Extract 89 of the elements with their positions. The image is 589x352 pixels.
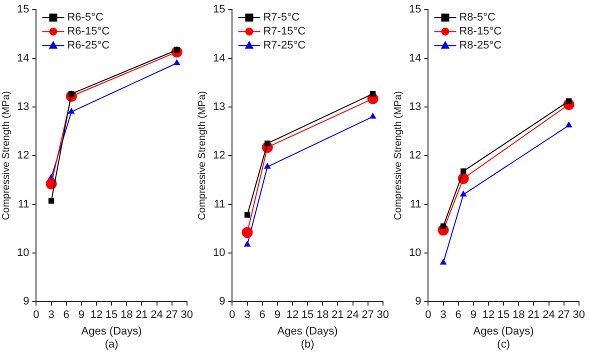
legend-label: R8-15°C xyxy=(459,26,502,38)
y-tick-label: 11 xyxy=(214,198,226,210)
y-tick-label: 11 xyxy=(18,198,30,210)
x-axis-title: Ages (Days) xyxy=(277,325,338,338)
point xyxy=(370,90,376,97)
y-tick-label: 15 xyxy=(212,4,226,16)
text: (c) xyxy=(497,338,510,351)
x-tick-label: 21 xyxy=(136,309,148,322)
point xyxy=(566,98,572,104)
y-tick-label: 12 xyxy=(408,150,422,162)
x-tick-label: 30 xyxy=(180,309,194,322)
y-tick-label: 10 xyxy=(212,246,226,259)
y-tick-label: 15 xyxy=(408,4,422,16)
point xyxy=(460,190,467,197)
x-tick-label: 21 xyxy=(332,309,344,322)
x-tick-label: 3 xyxy=(48,309,54,322)
x-tick-label: 15 xyxy=(301,309,314,322)
point xyxy=(244,240,251,247)
x-tick-label: 12 xyxy=(90,309,103,322)
x-tick-label: 6 xyxy=(63,309,70,322)
point xyxy=(440,258,447,265)
x-tick-label: 30 xyxy=(572,309,586,322)
y-tick-label: 9 xyxy=(219,296,226,308)
legend-label: R7-5°C xyxy=(263,12,300,24)
x-tick-label: 3 xyxy=(440,309,446,322)
y-tick-label: 11 xyxy=(410,198,422,210)
x-tick-label: 0 xyxy=(229,309,236,322)
x-tick-label: 9 xyxy=(274,309,280,322)
x-tick-label: 15 xyxy=(497,309,510,322)
x-tick-label: 18 xyxy=(120,309,133,322)
x-axis-title: Ages (Days) xyxy=(81,325,142,338)
point xyxy=(173,59,180,66)
point xyxy=(565,121,572,128)
x-axis-title: Ages (Days) xyxy=(473,325,534,338)
point xyxy=(244,212,250,218)
x-tick-label: 0 xyxy=(33,309,40,322)
y-tick-label: 9 xyxy=(415,296,422,308)
x-tick-label: 12 xyxy=(286,309,299,322)
point xyxy=(369,112,376,119)
x-tick-label: 27 xyxy=(558,309,570,322)
point xyxy=(242,226,253,238)
legend-label: R7-25°C xyxy=(263,40,306,52)
x-tick-label: 3 xyxy=(244,309,250,322)
y-tick-label: 12 xyxy=(16,150,30,162)
y-tick-label: 13 xyxy=(212,100,226,113)
legend-label: R6-5°C xyxy=(67,12,104,24)
point xyxy=(440,223,446,229)
legend-label: R6-15°C xyxy=(67,26,110,38)
y-tick-label: 9 xyxy=(23,296,30,308)
text: (a) xyxy=(104,338,118,351)
point xyxy=(460,168,466,174)
y-tick-label: 14 xyxy=(16,52,30,64)
y-axis-title: Compressive Strength (MPa) xyxy=(392,91,404,220)
x-tick-label: 6 xyxy=(259,309,266,322)
x-tick-label: 27 xyxy=(362,309,374,322)
y-tick-label: 14 xyxy=(408,52,422,64)
x-tick-label: 18 xyxy=(512,309,525,322)
y-tick-label: 12 xyxy=(212,150,226,162)
x-tick-label: 21 xyxy=(528,309,540,322)
x-tick-label: 9 xyxy=(78,309,84,322)
text: (b) xyxy=(300,338,314,351)
x-tick-label: 24 xyxy=(542,309,555,322)
x-tick-label: 24 xyxy=(346,309,359,322)
point xyxy=(264,162,271,169)
x-tick-label: 15 xyxy=(105,309,118,322)
y-axis-title: Compressive Strength (MPa) xyxy=(0,91,12,220)
y-tick-label: 13 xyxy=(16,100,30,113)
x-tick-label: 18 xyxy=(316,309,329,322)
y-tick-label: 15 xyxy=(16,4,30,16)
y-tick-label: 10 xyxy=(408,246,422,259)
x-tick-label: 6 xyxy=(455,309,462,322)
legend-label: R8-25°C xyxy=(459,40,502,52)
point xyxy=(68,108,75,114)
y-tick-label: 14 xyxy=(212,52,226,64)
x-tick-label: 24 xyxy=(150,309,163,322)
legend-label: R6-25°C xyxy=(67,40,110,52)
x-tick-label: 27 xyxy=(166,309,178,322)
y-tick-label: 10 xyxy=(16,246,30,259)
x-tick-label: 12 xyxy=(482,309,495,322)
x-tick-label: 9 xyxy=(470,309,476,322)
y-tick-label: 13 xyxy=(408,100,422,113)
x-tick-label: 0 xyxy=(425,309,432,322)
x-tick-label: 30 xyxy=(376,309,390,322)
point xyxy=(48,198,54,204)
legend-label: R8-5°C xyxy=(459,12,496,24)
y-axis-title: Compressive Strength (MPa) xyxy=(196,91,208,220)
legend-label: R7-15°C xyxy=(263,26,306,38)
point xyxy=(264,140,270,146)
point xyxy=(46,178,57,190)
